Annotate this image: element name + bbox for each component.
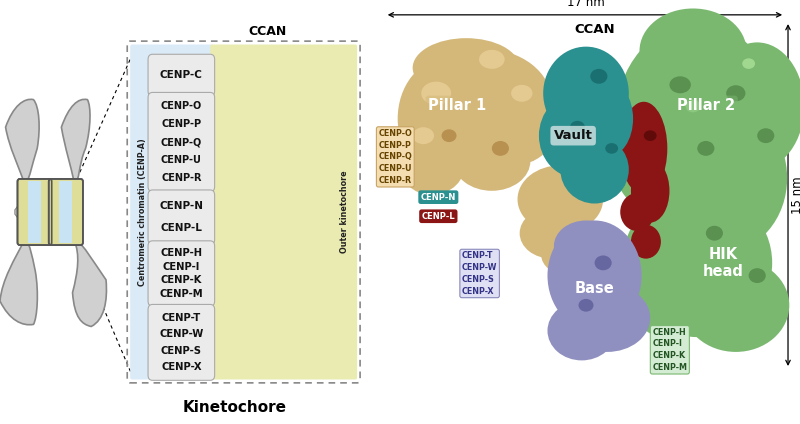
Text: Kinetochore: Kinetochore bbox=[182, 399, 286, 415]
Text: Base: Base bbox=[574, 281, 614, 296]
FancyBboxPatch shape bbox=[148, 92, 214, 192]
FancyBboxPatch shape bbox=[18, 179, 52, 245]
Ellipse shape bbox=[520, 208, 584, 259]
Text: CENP-P: CENP-P bbox=[162, 119, 202, 129]
Ellipse shape bbox=[511, 85, 533, 102]
FancyBboxPatch shape bbox=[148, 304, 214, 380]
Text: CENP-L: CENP-L bbox=[161, 223, 202, 234]
Text: HIK
head: HIK head bbox=[702, 247, 743, 279]
Ellipse shape bbox=[413, 127, 434, 144]
Text: CENP-K: CENP-K bbox=[161, 275, 202, 285]
Text: CENP-R: CENP-R bbox=[161, 173, 202, 183]
Ellipse shape bbox=[422, 81, 451, 105]
Ellipse shape bbox=[565, 284, 650, 352]
Text: Centromeric chromatin (CENP-A): Centromeric chromatin (CENP-A) bbox=[138, 138, 146, 286]
Ellipse shape bbox=[570, 121, 585, 134]
Ellipse shape bbox=[631, 159, 670, 223]
Ellipse shape bbox=[492, 141, 509, 156]
Bar bbox=[28, 181, 41, 243]
Text: CENP-C: CENP-C bbox=[160, 70, 202, 80]
Ellipse shape bbox=[541, 233, 597, 276]
Text: Pillar 1: Pillar 1 bbox=[429, 98, 486, 114]
Ellipse shape bbox=[670, 76, 691, 93]
Ellipse shape bbox=[758, 128, 774, 143]
Ellipse shape bbox=[698, 141, 714, 156]
Ellipse shape bbox=[415, 49, 552, 155]
Text: CENP-O: CENP-O bbox=[161, 101, 202, 112]
Text: 17 nm: 17 nm bbox=[567, 0, 605, 9]
Text: CENP-I: CENP-I bbox=[162, 262, 200, 272]
Ellipse shape bbox=[398, 127, 466, 195]
Ellipse shape bbox=[620, 102, 667, 195]
Ellipse shape bbox=[590, 69, 607, 84]
Ellipse shape bbox=[479, 50, 505, 69]
PathPatch shape bbox=[0, 241, 38, 325]
Ellipse shape bbox=[749, 268, 766, 283]
Ellipse shape bbox=[560, 136, 629, 204]
Text: Pillar 2: Pillar 2 bbox=[677, 98, 735, 114]
Ellipse shape bbox=[706, 226, 723, 241]
Ellipse shape bbox=[742, 58, 755, 69]
Ellipse shape bbox=[631, 225, 661, 259]
Ellipse shape bbox=[454, 131, 530, 191]
Ellipse shape bbox=[606, 143, 618, 154]
Text: CENP-T: CENP-T bbox=[162, 313, 201, 323]
Ellipse shape bbox=[620, 193, 654, 231]
FancyBboxPatch shape bbox=[148, 54, 214, 96]
PathPatch shape bbox=[73, 241, 106, 326]
Ellipse shape bbox=[616, 23, 778, 214]
Text: CENP-O
CENP-P
CENP-Q
CENP-U
CENP-R: CENP-O CENP-P CENP-Q CENP-U CENP-R bbox=[378, 129, 412, 185]
Ellipse shape bbox=[710, 42, 800, 170]
Text: CENP-U: CENP-U bbox=[161, 155, 202, 165]
Ellipse shape bbox=[639, 8, 746, 93]
Text: CENP-W: CENP-W bbox=[159, 329, 203, 339]
Text: CENP-M: CENP-M bbox=[159, 289, 203, 299]
Ellipse shape bbox=[413, 38, 520, 98]
FancyBboxPatch shape bbox=[210, 45, 357, 379]
Ellipse shape bbox=[547, 87, 590, 151]
Text: Outer kinetochore: Outer kinetochore bbox=[340, 171, 349, 253]
FancyBboxPatch shape bbox=[49, 179, 83, 245]
FancyBboxPatch shape bbox=[130, 45, 214, 379]
Ellipse shape bbox=[726, 85, 746, 101]
Ellipse shape bbox=[610, 81, 717, 216]
Ellipse shape bbox=[470, 89, 556, 165]
FancyBboxPatch shape bbox=[148, 190, 214, 245]
Ellipse shape bbox=[582, 81, 633, 157]
Bar bbox=[59, 181, 72, 243]
Ellipse shape bbox=[686, 100, 701, 112]
Text: 15 nm: 15 nm bbox=[790, 176, 800, 214]
Ellipse shape bbox=[442, 129, 457, 142]
Text: CENP-N: CENP-N bbox=[159, 201, 203, 211]
Ellipse shape bbox=[622, 189, 772, 337]
Ellipse shape bbox=[543, 47, 629, 140]
Ellipse shape bbox=[682, 259, 790, 352]
Text: CENP-S: CENP-S bbox=[161, 346, 202, 356]
Ellipse shape bbox=[539, 93, 616, 178]
FancyBboxPatch shape bbox=[148, 241, 214, 306]
Text: CENP-H: CENP-H bbox=[160, 248, 202, 258]
Text: CENP-H
CENP-I
CENP-K
CENP-M: CENP-H CENP-I CENP-K CENP-M bbox=[652, 328, 687, 372]
PathPatch shape bbox=[15, 203, 20, 221]
Text: CENP-X: CENP-X bbox=[161, 362, 202, 372]
Ellipse shape bbox=[554, 220, 618, 271]
Text: CENP-T
CENP-W
CENP-S
CENP-X: CENP-T CENP-W CENP-S CENP-X bbox=[462, 251, 498, 296]
Text: CENP-N: CENP-N bbox=[421, 192, 456, 202]
Text: Vault: Vault bbox=[554, 129, 593, 142]
Text: CENP-Q: CENP-Q bbox=[161, 137, 202, 147]
Text: CENP-L: CENP-L bbox=[422, 212, 455, 221]
Ellipse shape bbox=[518, 165, 603, 233]
Ellipse shape bbox=[644, 130, 657, 141]
Ellipse shape bbox=[547, 301, 616, 360]
PathPatch shape bbox=[6, 99, 39, 183]
Ellipse shape bbox=[547, 220, 642, 331]
Text: CCAN: CCAN bbox=[249, 25, 287, 38]
Text: CCAN: CCAN bbox=[574, 23, 615, 36]
PathPatch shape bbox=[62, 99, 90, 183]
Ellipse shape bbox=[594, 255, 612, 271]
Ellipse shape bbox=[398, 59, 492, 178]
Ellipse shape bbox=[658, 104, 787, 252]
Ellipse shape bbox=[578, 299, 594, 312]
Ellipse shape bbox=[629, 254, 714, 339]
